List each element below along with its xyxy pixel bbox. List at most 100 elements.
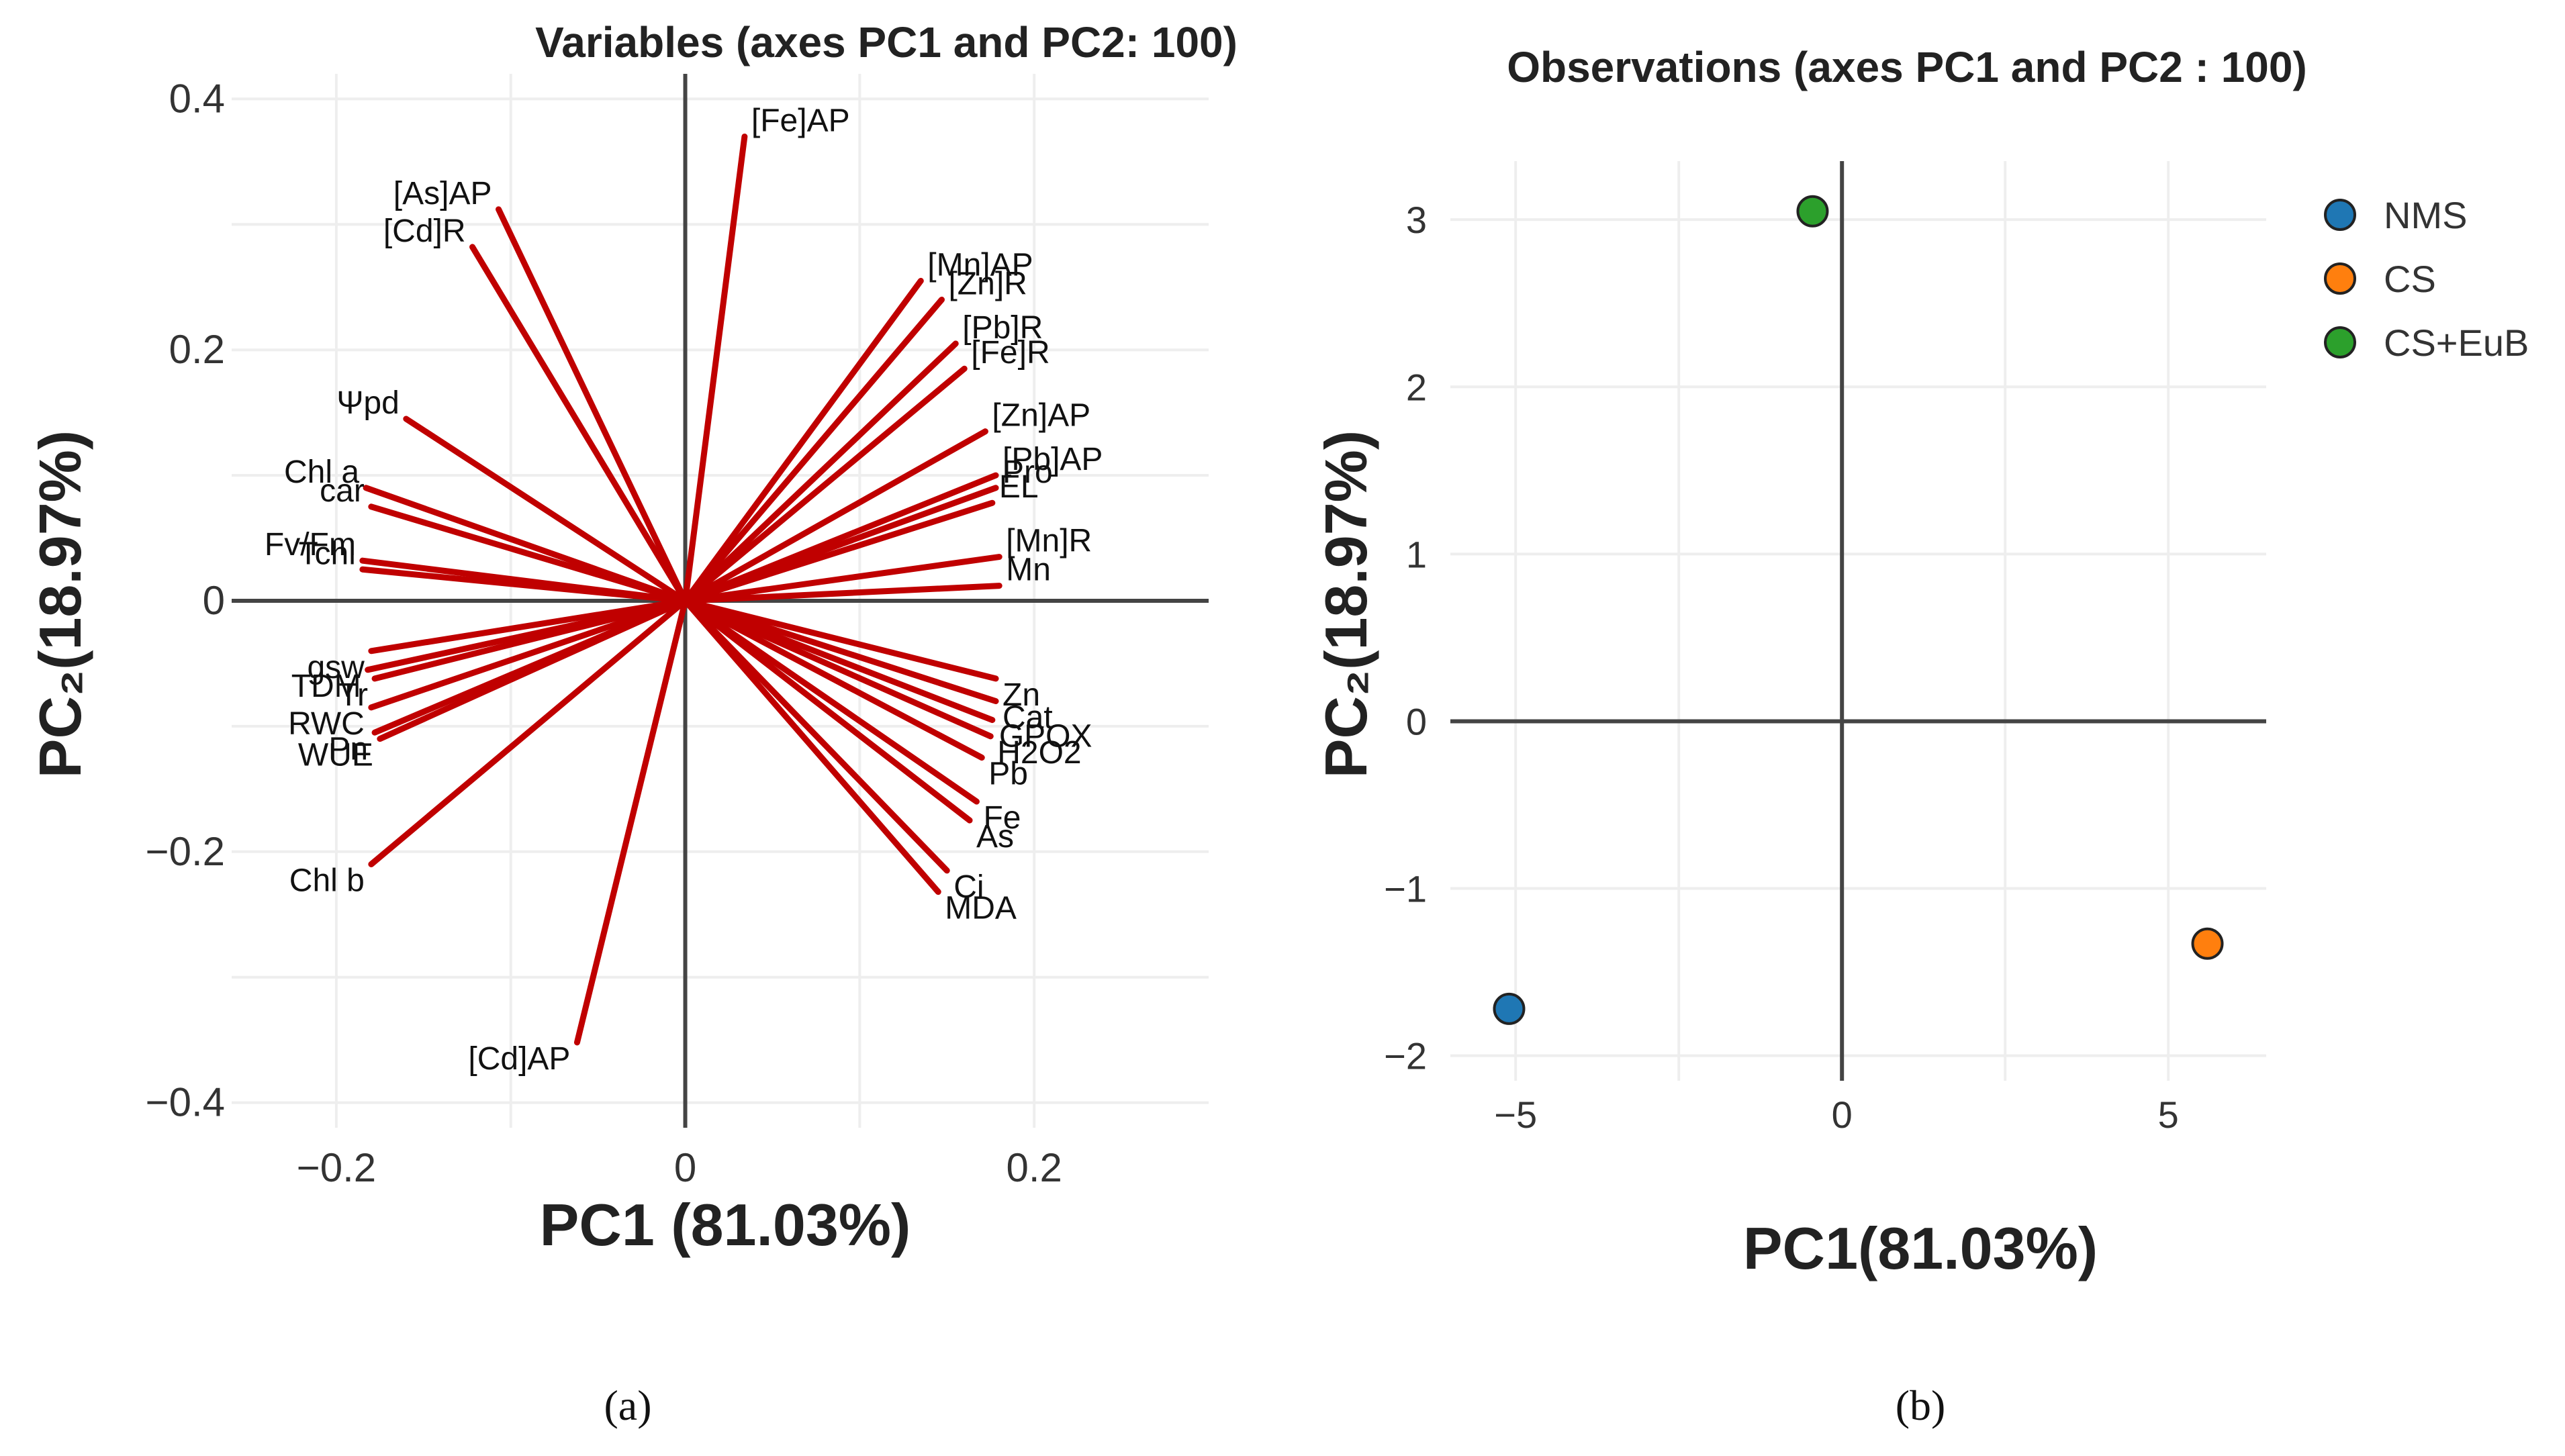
vector-el	[682, 499, 996, 604]
label-chl-a: Chl a	[284, 454, 359, 490]
vector-fe	[682, 597, 980, 805]
y-tick-label: −0.2	[146, 829, 225, 874]
legend-marker-nms	[2324, 199, 2356, 231]
observations-ticks: 3 2 1 0 −1 −2 −5 0 5	[1384, 199, 2179, 1136]
label-rwc: RWC	[288, 706, 365, 742]
observations-title: Observations (axes PC1 and PC2 : 100)	[1507, 43, 2307, 91]
x-tick-label: 0	[1832, 1094, 1853, 1136]
point-nms	[1493, 992, 1526, 1025]
label-fv-fm: Fv/Fm	[265, 527, 356, 563]
vector-rwc	[368, 597, 689, 711]
label-zn-ap: [Zn]AP	[992, 398, 1090, 434]
vector-as-ap	[496, 206, 689, 604]
vector-pd	[403, 416, 689, 604]
vector-zn	[682, 597, 999, 682]
y-tick-label: 0	[1406, 700, 1427, 742]
vector-zn-ap	[682, 428, 988, 604]
vector-fe-ap	[682, 133, 748, 604]
variables-ticks: 0.4 0.2 0 −0.2 −0.4 −0.2 0 0.2	[146, 76, 1062, 1190]
vector-car	[368, 503, 689, 604]
x-tick-label: 5	[2158, 1094, 2179, 1136]
observations-axes	[1450, 161, 2266, 1081]
label-tdm: TDM	[291, 669, 361, 704]
x-tick-label: 0.2	[1006, 1145, 1062, 1190]
label-gpox: GPOX	[999, 719, 1092, 755]
label-pd: Ψpd	[336, 385, 400, 421]
label-fe-r: [Fe]R	[971, 335, 1050, 371]
label-pn: Pn	[328, 731, 368, 767]
label-as-ap: [As]AP	[393, 176, 492, 211]
y-tick-label: 0	[203, 578, 225, 623]
legend-marker-cs	[2324, 262, 2356, 295]
vector-cat	[682, 597, 999, 705]
y-tick-label: 0.2	[169, 327, 225, 372]
observations-y-axis-label: PC₂(18.97%)	[1313, 430, 1379, 778]
x-tick-label: 0	[674, 1145, 696, 1190]
variables-title: Variables (axes PC1 and PC2: 100)	[535, 18, 1238, 66]
label-cd-r: [Cd]R	[383, 213, 466, 249]
label-gsw: gsw	[307, 650, 365, 685]
observations-panel: 3 2 1 0 −1 −2 −5 0 5 NMS CS CS+EuB Observations (a…	[1313, 43, 2529, 1429]
label-pb: Pb	[988, 757, 1028, 792]
y-tick-label: 0.4	[169, 76, 225, 121]
legend-label-cs: CS	[2384, 258, 2436, 300]
observations-grid	[1450, 161, 2266, 1081]
y-tick-label: −0.4	[146, 1080, 225, 1125]
vector-ci	[682, 597, 950, 874]
x-tick-label: −0.2	[297, 1145, 376, 1190]
label-tchl: Tchl	[299, 536, 356, 571]
vector-zn-r	[682, 296, 945, 604]
label-chl-b: Chl b	[289, 863, 365, 899]
variables-x-axis-label: PC1 (81.03%)	[540, 1192, 911, 1258]
label-h2o2: H2O2	[997, 735, 1081, 771]
observations-points	[1493, 195, 2224, 1025]
y-tick-label: −1	[1384, 868, 1427, 910]
label-wue: WUE	[298, 738, 373, 773]
y-tick-label: 2	[1406, 366, 1427, 408]
vector-mda	[682, 597, 941, 895]
point-cs	[2191, 927, 2224, 960]
variables-y-axis-label: PC₂(18.97%)	[27, 430, 93, 778]
vector-mn-r	[682, 554, 1002, 604]
label-zn-r: [Zn]R	[948, 266, 1027, 301]
vector-pb	[682, 597, 985, 761]
label-fe-ap: [Fe]AP	[751, 103, 850, 138]
label-as: As	[976, 819, 1014, 855]
vector-chl-b	[368, 597, 689, 867]
label-tr: Tr	[339, 677, 369, 713]
label-fe: Fe	[983, 800, 1021, 836]
variables-grid	[232, 74, 1209, 1128]
label-mn-ap: [Mn]AP	[927, 247, 1033, 283]
label-pro: Pro	[1002, 454, 1053, 490]
label-car: car	[320, 473, 365, 509]
vector-mn	[682, 583, 1002, 604]
vector-cd-r	[469, 244, 689, 604]
vector-pb-r	[682, 340, 959, 604]
label-mn-r: [Mn]R	[1006, 524, 1092, 559]
label-el: EL	[999, 469, 1039, 505]
observations-legend: NMS CS CS+EuB	[2324, 194, 2529, 364]
legend-label-nms: NMS	[2384, 194, 2467, 236]
point-cs-eub	[1796, 195, 1829, 228]
label-ci: Ci	[953, 869, 984, 905]
vector-mn-ap	[682, 277, 924, 604]
vector-h2o2	[682, 597, 994, 740]
y-tick-label: 1	[1406, 533, 1427, 575]
label-mn: Mn	[1006, 552, 1051, 588]
observations-x-axis-label: PC1(81.03%)	[1743, 1215, 2098, 1281]
label-cat: Cat	[1002, 700, 1053, 736]
legend-label-cs-eub: CS+EuB	[2384, 322, 2529, 364]
label-pb-ap: [Pb]AP	[1002, 442, 1103, 477]
legend-marker-cs-eub	[2324, 326, 2356, 358]
variables-vectors	[359, 133, 1002, 1046]
vector-wue	[377, 597, 689, 742]
vector-cd-ap	[573, 597, 689, 1046]
x-tick-label: −5	[1494, 1094, 1537, 1136]
vector-fe-r	[682, 365, 968, 604]
label-cd-ap: [Cd]AP	[468, 1041, 570, 1077]
vector-as	[682, 597, 973, 824]
caption-b: (b)	[1896, 1381, 1946, 1429]
